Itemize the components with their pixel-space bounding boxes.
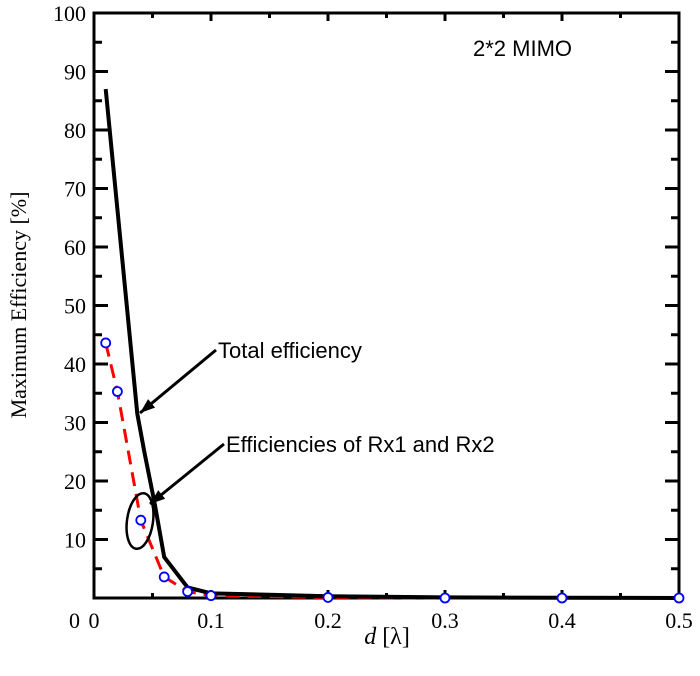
x-tick-label: 0.4 [548, 608, 576, 633]
y-tick-label: 50 [64, 294, 86, 319]
y-tick-label: 10 [64, 528, 86, 553]
origin-label: 0 [69, 608, 80, 633]
x-axis-label: d [λ] [364, 624, 410, 650]
total-efficiency-line [103, 88, 680, 600]
x-tick-label: 0.3 [431, 608, 459, 633]
rx-efficiency-point [112, 386, 123, 397]
y-tick-label: 70 [64, 177, 86, 202]
x-tick-label: 0.2 [314, 608, 342, 633]
rx-efficiency-point [439, 592, 451, 604]
rx-efficiency-point [556, 592, 568, 604]
y-tick-label: 90 [64, 60, 86, 85]
rx-efficiency-point [673, 592, 685, 604]
arrow-rx-head [150, 490, 166, 504]
y-tick-label: 20 [64, 469, 86, 494]
highlight-ellipse [125, 491, 155, 551]
rx-efficiency-point [182, 586, 194, 597]
rx-efficiency-point [322, 592, 334, 603]
annotation-total: Total efficiency [218, 338, 362, 363]
rx-efficiency-point [100, 337, 112, 349]
arrow-total-head [140, 399, 156, 413]
annotation-rx: Efficiencies of Rx1 and Rx2 [226, 432, 495, 457]
y-axis-label: Maximum Efficiency [%] [6, 192, 31, 419]
x-axis-label-var: d [364, 624, 377, 650]
series-marks [100, 88, 685, 604]
y-tick-label: 100 [53, 1, 86, 26]
arrow-rx [149, 442, 225, 506]
x-axis-label-unit: [λ] [382, 624, 410, 650]
rx-efficiency-point [158, 571, 170, 583]
rx-efficiency-point [135, 514, 147, 526]
x-tick-label: 0.1 [197, 608, 225, 633]
plot-frame [92, 11, 681, 600]
x-tick-label: 0 [89, 608, 100, 633]
y-tick-label: 80 [64, 118, 86, 143]
annotation-mimo: 2*2 MIMO [473, 36, 572, 61]
rx-efficiency-point [205, 590, 217, 602]
y-tick-label: 40 [64, 352, 86, 377]
arrow-total [139, 348, 217, 415]
y-tick-label: 30 [64, 411, 86, 436]
x-tick-label: 0.5 [665, 608, 693, 633]
y-tick-label: 60 [64, 235, 86, 260]
